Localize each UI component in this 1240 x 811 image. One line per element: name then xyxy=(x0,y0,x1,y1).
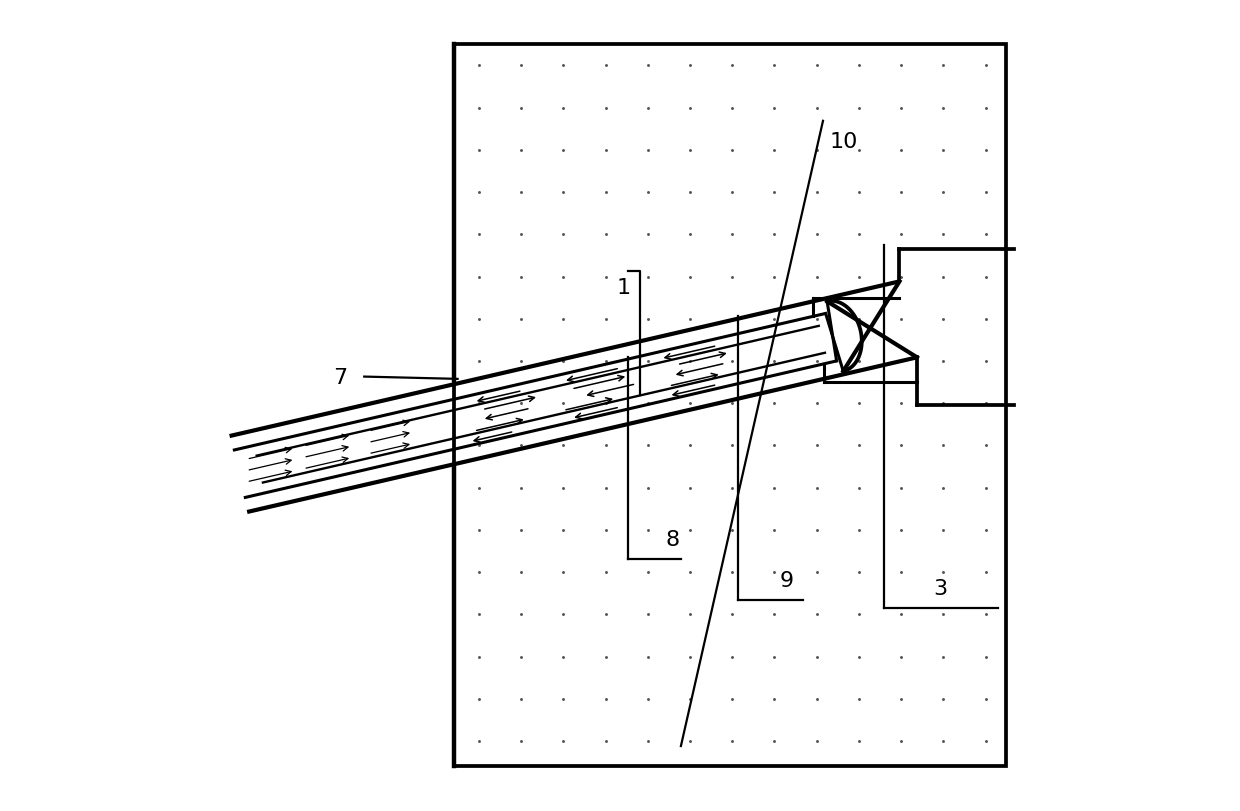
Bar xyxy=(454,45,1006,766)
Text: 9: 9 xyxy=(780,570,794,590)
Text: 3: 3 xyxy=(934,578,947,598)
Text: 1: 1 xyxy=(618,278,631,298)
Text: 10: 10 xyxy=(830,132,858,152)
Text: 7: 7 xyxy=(332,367,347,387)
Text: 8: 8 xyxy=(666,530,680,549)
